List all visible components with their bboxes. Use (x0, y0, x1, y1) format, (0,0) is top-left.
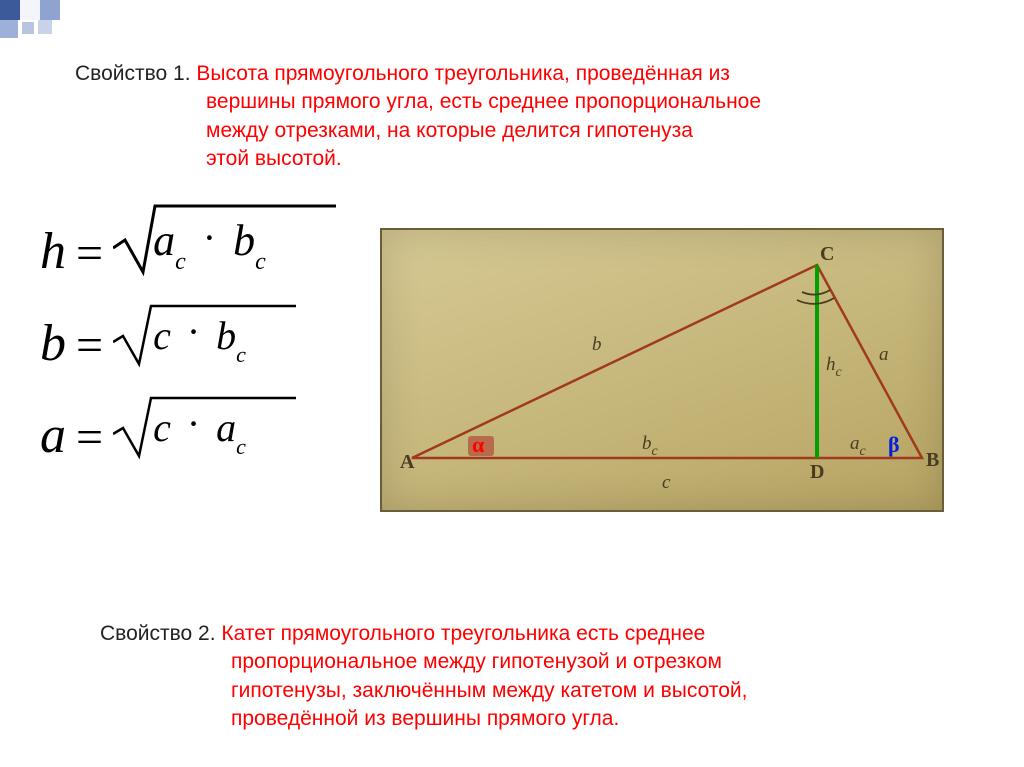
f3-op: · (181, 401, 206, 446)
f2-op: · (181, 309, 206, 354)
f3-r1: c (153, 405, 171, 450)
radical-3: c · ac (113, 392, 298, 462)
f1-r2s: c (255, 249, 266, 275)
property-1-line1: Высота прямоугольного треугольника, пров… (196, 62, 730, 85)
angle-beta: β (888, 432, 900, 457)
property-1-line4: этой высотой. (206, 145, 761, 173)
side-a: a (879, 344, 889, 365)
property-1-line2: вершины прямого угла, есть среднее пропо… (206, 88, 761, 116)
formulas-block: h = ac · bc b = c · bc a (40, 200, 338, 484)
corner-decoration (0, 0, 72, 36)
formula-a: a = c · ac (40, 392, 338, 462)
angle-alpha: α (472, 432, 485, 457)
equals-sign: = (66, 322, 113, 370)
f1-r2: b (233, 216, 255, 265)
formula-h: h = ac · bc (40, 200, 338, 278)
property-2-line1: Катет прямоугольного треугольника есть с… (221, 622, 705, 645)
vertex-C: C (820, 243, 834, 265)
property-1-label: Свойство 1. (75, 62, 191, 85)
property-2-line3: гипотенузы, заключённым между катетом и … (231, 677, 747, 705)
property-2-line2: пропорциональное между гипотенузой и отр… (231, 648, 747, 676)
f3-r2s: c (236, 434, 246, 459)
f1-lhs: h (40, 226, 66, 278)
property-1: Свойство 1. Высота прямоугольного треуго… (75, 60, 761, 173)
property-2-label: Свойство 2. (100, 622, 216, 645)
f1-r1: a (153, 216, 175, 265)
f1-r1s: c (175, 249, 186, 275)
radical-1: ac · bc (113, 200, 338, 278)
segment-bc: bc (642, 433, 659, 459)
f3-r2: a (216, 405, 236, 450)
f2-lhs: b (40, 318, 66, 370)
f2-r2: b (216, 313, 236, 358)
side-b: b (592, 334, 602, 355)
side-c: c (662, 472, 671, 493)
vertex-A: A (400, 451, 415, 473)
triangle-diagram: A B C D b a c hc bc ac α β (380, 228, 944, 512)
vertex-B: B (926, 449, 939, 471)
f2-r2s: c (236, 342, 246, 367)
f3-lhs: a (40, 410, 66, 462)
property-2-line4: проведённой из вершины прямого угла. (231, 705, 747, 733)
equals-sign: = (66, 230, 113, 278)
formula-b: b = c · bc (40, 300, 338, 370)
vertex-D: D (810, 461, 824, 483)
equals-sign: = (66, 414, 113, 462)
altitude-label: hc (826, 354, 843, 380)
segment-ac: ac (850, 433, 867, 459)
property-1-line3: между отрезками, на которые делится гипо… (206, 117, 761, 145)
radical-2: c · bc (113, 300, 298, 370)
f1-op: · (197, 215, 222, 260)
f2-r1: c (153, 313, 171, 358)
property-2: Свойство 2. Катет прямоугольного треугол… (100, 620, 747, 733)
